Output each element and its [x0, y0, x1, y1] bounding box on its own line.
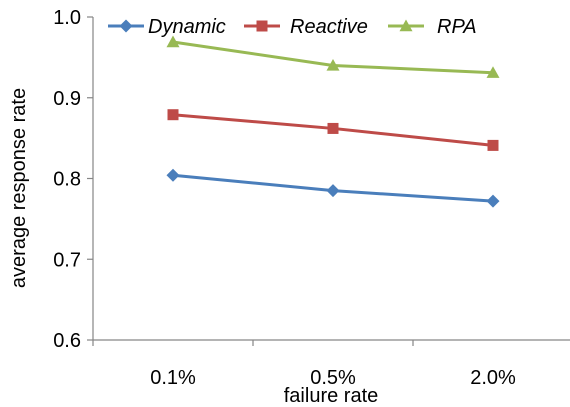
legend-marker-rpa — [399, 19, 413, 32]
x-tick-label: 2.0% — [470, 367, 516, 389]
y-tick-label: 0.9 — [53, 88, 81, 110]
x-axis-title: failure rate — [284, 385, 379, 407]
series-rpa — [166, 35, 500, 78]
y-tick-label: 0.6 — [53, 330, 81, 352]
legend-label-dynamic: Dynamic — [148, 16, 226, 38]
legend-label-reactive: Reactive — [290, 16, 368, 38]
data-point-rpa — [486, 66, 500, 78]
data-point-reactive — [167, 109, 179, 121]
data-point-reactive — [487, 139, 499, 151]
y-tick-label: 0.8 — [53, 169, 81, 191]
legend-label-rpa: RPA — [437, 16, 477, 38]
y-tick-label: 1.0 — [53, 7, 81, 29]
legend-marker-reactive — [256, 20, 268, 32]
series-layer — [166, 35, 500, 208]
y-axis-title: average response rate — [8, 88, 30, 288]
series-reactive — [167, 109, 499, 151]
legend-item-dynamic: Dynamic — [108, 16, 226, 38]
x-tick-label: 0.5% — [310, 367, 356, 389]
legend: Dynamic Reactive RPA — [108, 16, 477, 38]
data-point-rpa — [326, 58, 340, 71]
data-point-dynamic — [166, 168, 180, 182]
legend-item-rpa: RPA — [388, 16, 477, 38]
series-dynamic — [166, 168, 500, 208]
legend-marker-dynamic — [119, 19, 133, 33]
x-tick-label: 0.1% — [150, 367, 196, 389]
data-point-reactive — [327, 122, 339, 134]
y-tick-label: 0.7 — [53, 249, 81, 271]
data-point-dynamic — [486, 194, 500, 208]
legend-item-reactive: Reactive — [244, 16, 368, 38]
axes: 0.6 0.7 0.8 0.9 1.0 0.1% 0.5% 2.0% — [53, 7, 570, 389]
data-point-rpa — [166, 35, 180, 48]
data-point-dynamic — [326, 184, 340, 198]
